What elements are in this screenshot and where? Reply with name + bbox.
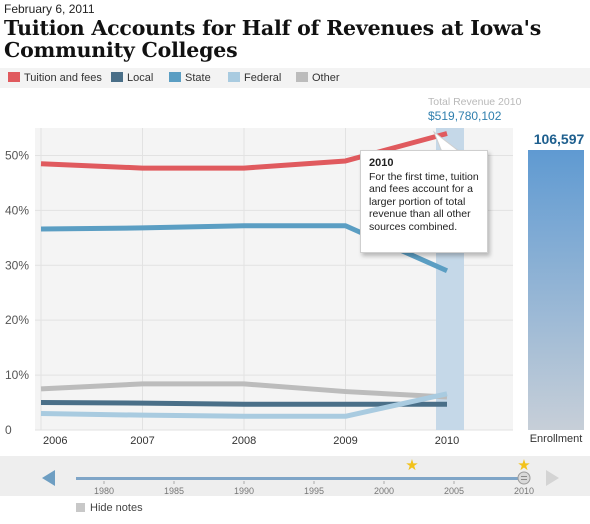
legend-item-local[interactable]: Local: [111, 72, 153, 84]
total-revenue-value: $519,780,102: [428, 109, 502, 123]
legend-label: State: [185, 72, 211, 84]
timeline-track: 1980 1985 1990 1995 2000 2005 2010 ★ ★: [42, 456, 559, 496]
legend-swatch: [111, 72, 123, 82]
y-tick-label: 40%: [5, 203, 29, 217]
legend-swatch: [169, 72, 181, 82]
page-title: Tuition Accounts for Half of Revenues at…: [4, 16, 542, 62]
revenue-line-chart: 0 10% 20% 30% 40% 50% 2006 2007 2008 2009 2010: [5, 128, 513, 447]
timeline-slider: 1980 1985 1990 1995 2000 2005 2010 ★ ★: [0, 456, 590, 496]
legend-label: Other: [312, 72, 340, 84]
y-tick-label: 10%: [5, 368, 29, 382]
legend-label: Federal: [244, 72, 282, 84]
timeline-tick-label: 2005: [444, 486, 464, 496]
legend-item-other[interactable]: Other: [296, 72, 340, 84]
x-tick-label: 2009: [333, 435, 357, 447]
legend-item-federal[interactable]: Federal: [228, 72, 281, 84]
timeline-tick-label: 1995: [304, 486, 324, 496]
legend-item-state[interactable]: State: [169, 72, 211, 84]
timeline-handle[interactable]: [517, 471, 531, 485]
y-tick-label: 50%: [5, 148, 29, 162]
timeline-tick-label: 1985: [164, 486, 184, 496]
timeline-tick-label: 1980: [94, 486, 114, 496]
legend-item-tuition[interactable]: Tuition and fees: [8, 72, 102, 84]
y-tick-label: 20%: [5, 313, 29, 327]
publication-date: February 6, 2011: [4, 2, 95, 16]
legend-label: Local: [127, 72, 154, 84]
legend: Tuition and fees Local State Federal Oth…: [0, 68, 590, 88]
timeline-next-arrow-icon[interactable]: [546, 470, 559, 486]
x-tick-label: 2006: [43, 435, 67, 447]
timeline-bar-fill: [76, 477, 524, 480]
enrollment-label: Enrollment: [529, 433, 583, 445]
checkbox-icon: [76, 503, 85, 512]
hide-notes-toggle[interactable]: Hide notes: [76, 502, 143, 514]
series-line-local[interactable]: [40, 400, 447, 407]
legend-swatch: [8, 72, 20, 82]
timeline-star-icon[interactable]: ★: [517, 456, 530, 474]
hide-notes-label: Hide notes: [90, 502, 143, 514]
annotation-callout: 2010 For the first time, tuition and fee…: [360, 150, 488, 253]
legend-swatch: [296, 72, 308, 82]
x-tick-label: 2007: [130, 435, 154, 447]
y-tick-label: 30%: [5, 258, 29, 272]
timeline-prev-arrow-icon[interactable]: [42, 470, 55, 486]
legend-swatch: [228, 72, 240, 82]
series-line-federal[interactable]: [40, 391, 448, 419]
series-line-other[interactable]: [40, 381, 448, 400]
timeline-tick-label: 1990: [234, 486, 254, 496]
x-tick-label: 2008: [232, 435, 256, 447]
total-revenue-label: Total Revenue 2010: [428, 96, 522, 108]
callout-year: 2010: [369, 157, 394, 169]
timeline-tick-label: 2010: [514, 486, 534, 496]
y-tick-label: 0: [5, 423, 12, 437]
legend-label: Tuition and fees: [24, 72, 102, 84]
enrollment-bar: [528, 150, 584, 430]
enrollment-value: 106,597: [533, 131, 585, 147]
x-tick-label: 2010: [435, 435, 459, 447]
timeline-tick-label: 2000: [374, 486, 394, 496]
timeline-star-icon[interactable]: ★: [405, 456, 418, 474]
callout-text: For the first time, tuition and fees acc…: [369, 170, 479, 233]
